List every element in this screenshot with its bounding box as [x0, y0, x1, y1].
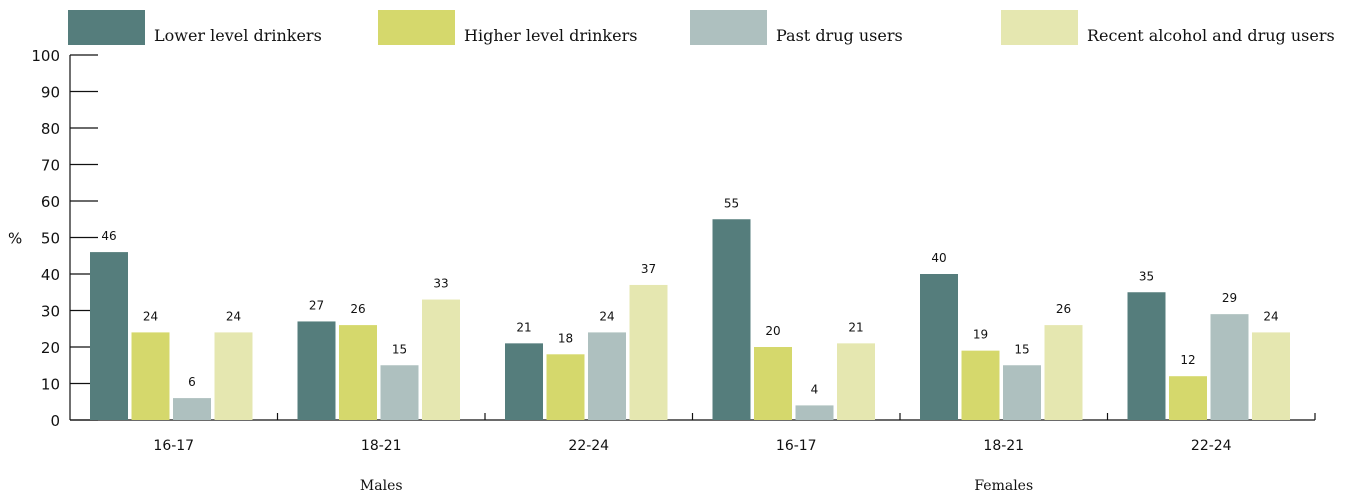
- y-tick-label: 10: [41, 376, 60, 394]
- y-axis: 0 10 20 30 40 50 60 70 80 90 100%: [8, 47, 98, 430]
- bar-series-2: [754, 347, 792, 420]
- y-tick-label: 20: [41, 339, 60, 357]
- x-category-label: 22-24: [568, 438, 609, 454]
- bar-value-label: 35: [1139, 269, 1154, 283]
- legend-label-3: Past drug users: [776, 26, 903, 45]
- bar-value-label: 29: [1222, 291, 1237, 305]
- bar-value-label: 19: [973, 328, 988, 342]
- bar-series-2: [131, 332, 170, 420]
- x-category-label: 18-21: [361, 438, 402, 454]
- bar-value-label: 55: [724, 196, 739, 210]
- bar-series-3: [588, 332, 626, 420]
- bar-value-label: 24: [599, 309, 614, 323]
- bar-value-label: 15: [392, 342, 407, 356]
- legend-label-1: Lower level drinkers: [154, 26, 322, 45]
- bar-value-label: 24: [143, 309, 158, 323]
- bar-value-label: 33: [433, 277, 448, 291]
- y-tick-label: 100: [31, 47, 60, 65]
- bar-series-4: [422, 299, 460, 420]
- bar-value-label: 6: [188, 375, 196, 389]
- y-tick-label: 50: [41, 230, 60, 248]
- legend-label-4: Recent alcohol and drug users: [1087, 26, 1335, 45]
- y-tick-label: 80: [41, 120, 60, 138]
- bar-series-1: [90, 252, 128, 420]
- bar-series-4: [1252, 332, 1290, 420]
- x-category-label: 22-24: [1191, 438, 1232, 454]
- bars: [90, 219, 1290, 420]
- bar-series-1: [505, 343, 543, 420]
- bar-series-1: [1127, 292, 1166, 420]
- bar-series-3: [1003, 365, 1041, 420]
- bar-value-label: 26: [350, 302, 365, 316]
- y-tick-label: 70: [41, 157, 60, 175]
- bar-value-label: 40: [931, 251, 946, 265]
- bar-series-4: [1044, 325, 1083, 420]
- bar-value-label: 18: [558, 331, 573, 345]
- legend-swatch-3: [690, 10, 767, 45]
- y-tick-label: 90: [41, 84, 60, 102]
- bar-series-2: [546, 354, 585, 420]
- bar-value-label: 37: [641, 262, 656, 276]
- bar-series-3: [795, 405, 834, 420]
- bar-value-label: 15: [1014, 342, 1029, 356]
- bar-value-label: 12: [1180, 353, 1195, 367]
- bar-value-label: 4: [811, 382, 819, 396]
- bar-series-2: [1169, 376, 1207, 420]
- bar-series-4: [214, 332, 253, 420]
- x-category-label: 16-17: [776, 438, 817, 454]
- bar-series-1: [920, 274, 958, 420]
- x-category-label: 16-17: [153, 438, 194, 454]
- bar-value-label: 21: [848, 320, 863, 334]
- bar-value-label: 46: [101, 229, 116, 243]
- bar-value-label: 27: [309, 298, 324, 312]
- y-tick-label: 60: [41, 193, 60, 211]
- y-tick-label: 0: [50, 412, 60, 430]
- bar-series-1: [297, 321, 336, 420]
- bar-value-label: 26: [1056, 302, 1071, 316]
- bar-value-label: 21: [516, 320, 531, 334]
- x-axis: 16-17 18-21 22-24 16-17 18-21 22-24 Males Femal…: [70, 413, 1316, 494]
- bar-series-2: [961, 350, 1000, 420]
- y-tick-label: 40: [41, 266, 60, 284]
- bar-value-label: 20: [765, 324, 780, 338]
- bar-series-3: [1210, 314, 1249, 420]
- y-axis-label: %: [8, 230, 22, 248]
- legend-swatch-1: [68, 10, 145, 45]
- bar-series-4: [837, 343, 875, 420]
- legend-swatch-4: [1001, 10, 1078, 45]
- x-group-label: Males: [360, 478, 403, 494]
- bar-series-4: [629, 284, 668, 420]
- value-labels: 46 27 21 55 40 35 24 26 18 20 19 12 6 15 24 4 15 29 24 33 37…: [101, 196, 1278, 396]
- legend-label-2: Higher level drinkers: [464, 26, 637, 45]
- chart-legend: Lower level drinkers Higher level drinker…: [68, 10, 1335, 45]
- x-group-label: Females: [974, 478, 1033, 494]
- x-category-label: 18-21: [983, 438, 1024, 454]
- bar-value-label: 24: [226, 309, 241, 323]
- bar-series-2: [339, 325, 377, 420]
- bar-series-1: [712, 219, 751, 420]
- legend-swatch-2: [378, 10, 455, 45]
- bar-series-3: [380, 365, 419, 420]
- bar-value-label: 24: [1263, 309, 1278, 323]
- y-tick-label: 30: [41, 303, 60, 321]
- bar-series-3: [173, 398, 211, 420]
